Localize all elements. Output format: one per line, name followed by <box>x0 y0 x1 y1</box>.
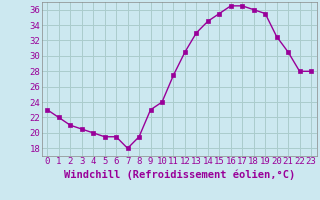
X-axis label: Windchill (Refroidissement éolien,°C): Windchill (Refroidissement éolien,°C) <box>64 169 295 180</box>
